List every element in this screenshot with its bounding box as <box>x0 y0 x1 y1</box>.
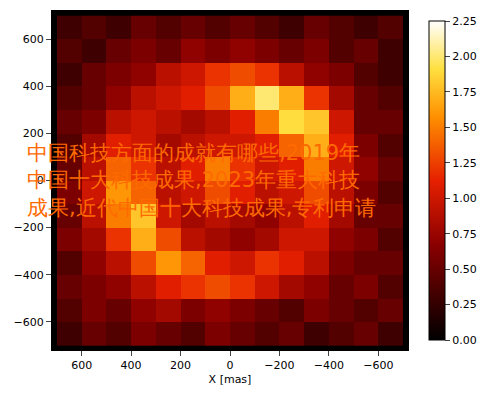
svg-text:−400: −400 <box>314 359 344 372</box>
svg-text:2.00: 2.00 <box>452 50 477 63</box>
svg-text:200: 200 <box>170 359 191 372</box>
svg-text:−400: −400 <box>14 269 44 282</box>
svg-text:−600: −600 <box>14 316 44 329</box>
svg-text:400: 400 <box>23 80 44 93</box>
svg-text:0.75: 0.75 <box>452 228 477 241</box>
svg-text:−200: −200 <box>14 221 44 234</box>
svg-text:0.25: 0.25 <box>452 298 477 311</box>
svg-text:−200: −200 <box>264 359 294 372</box>
svg-text:中国科技方面的成就有哪些,2019年中国十大科技成果,202: 中国科技方面的成就有哪些,2019年中国十大科技成果,2023年重大科技成果,近… <box>27 141 376 220</box>
svg-text:−600: −600 <box>363 359 393 372</box>
svg-text:600: 600 <box>71 359 92 372</box>
svg-text:0.00: 0.00 <box>452 334 477 347</box>
svg-text:200: 200 <box>23 127 44 140</box>
svg-text:0.50: 0.50 <box>452 263 477 276</box>
svg-text:400: 400 <box>121 359 142 372</box>
svg-text:1.25: 1.25 <box>452 157 477 170</box>
svg-text:600: 600 <box>23 33 44 46</box>
svg-text:0: 0 <box>37 174 44 187</box>
svg-text:2.25: 2.25 <box>452 15 477 28</box>
svg-text:1.50: 1.50 <box>452 121 477 134</box>
svg-text:0: 0 <box>227 359 234 372</box>
svg-text:1.00: 1.00 <box>452 192 477 205</box>
svg-text:X [mas]: X [mas] <box>209 373 252 386</box>
svg-text:1.75: 1.75 <box>452 86 477 99</box>
